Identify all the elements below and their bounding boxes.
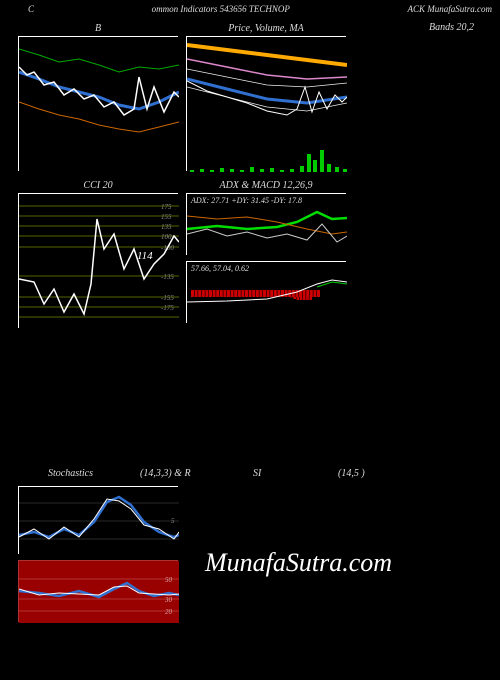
macd-values: 57.66, 57.04, 0.62: [191, 264, 249, 273]
svg-text:50: 50: [165, 576, 173, 584]
header-center: ommon Indicators 543656 TECHNOP: [152, 4, 290, 14]
panel-bollinger: B: [18, 36, 178, 171]
svg-text:20: 20: [165, 608, 173, 616]
chart-stochastics: 5: [19, 487, 179, 555]
stoch-title-right: (14,5 ): [338, 468, 365, 479]
svg-text:135: 135: [161, 223, 172, 231]
adx-values: ADX: 27.71 +DY: 31.45 -DY: 17.8: [191, 196, 302, 205]
svg-text:175: 175: [161, 203, 172, 211]
svg-text:100: 100: [161, 233, 172, 241]
stoch-title-mid: (14,3,3) & R: [140, 468, 191, 479]
stoch-title-left: Stochastics: [48, 468, 93, 479]
svg-text:5: 5: [171, 517, 175, 525]
panel-price-ma: Price, Volume, MA: [186, 36, 346, 171]
panel-stochastics: 5: [18, 486, 178, 554]
chart-price-ma: [187, 37, 347, 172]
cci-value-label: 114: [137, 250, 153, 262]
panel-adx-title: ADX & MACD 12,26,9: [219, 180, 312, 191]
panel-price-title: Price, Volume, MA: [228, 23, 304, 34]
svg-text:-155: -155: [161, 294, 174, 302]
panel-cci-title: CCI 20: [83, 180, 112, 191]
header-bar: C ommon Indicators 543656 TECHNOP ACK Mu…: [0, 0, 500, 18]
bands-label: Bands 20,2: [429, 22, 474, 33]
stoch-title-si: SI: [253, 468, 261, 479]
panel-adx: ADX & MACD 12,26,9 ADX: 27.71 +DY: 31.45…: [186, 193, 346, 255]
panel-rsi: 50 30 20: [18, 560, 178, 622]
panel-macd: 57.66, 57.04, 0.62: [186, 261, 346, 323]
svg-text:-135: -135: [161, 273, 174, 281]
header-right: ACK MunafaSutra.com: [408, 4, 493, 14]
watermark-large: MunafaSutra.com: [205, 548, 392, 578]
header-left: C: [28, 4, 34, 14]
svg-text:-175: -175: [161, 304, 174, 312]
chart-bollinger: [19, 37, 179, 172]
panel-bollinger-title: B: [95, 23, 101, 34]
chart-rsi: 50 30 20: [19, 561, 179, 623]
panel-cci: CCI 20 175155135100-100-135-155-175 114: [18, 193, 178, 328]
chart-cci: 175155135100-100-135-155-175: [19, 194, 179, 329]
svg-text:30: 30: [164, 596, 173, 604]
svg-text:155: 155: [161, 213, 172, 221]
